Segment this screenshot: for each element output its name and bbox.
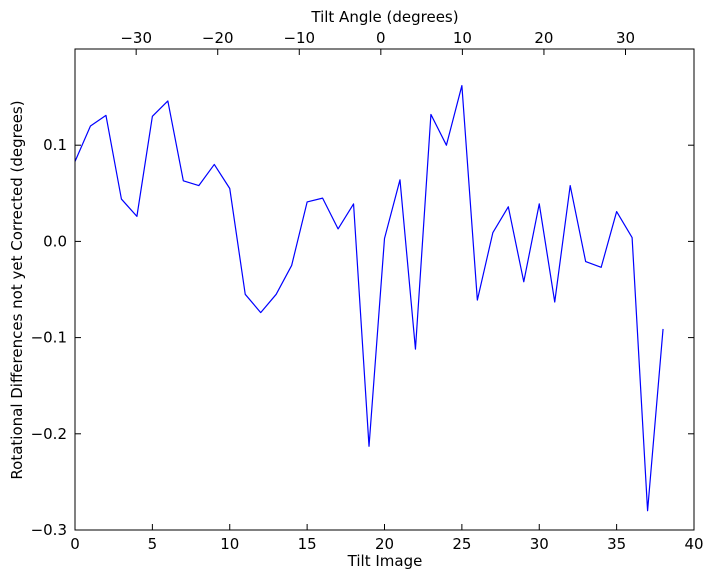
series-line-0 [74, 84, 664, 512]
x-tick-label: 30 [530, 535, 549, 553]
x-tick-label: 10 [220, 535, 239, 553]
y-tick-label: −0.3 [31, 521, 67, 539]
plot-frame [74, 48, 695, 531]
y-tick-label: 0.1 [43, 136, 67, 154]
top-x-tick-label: −30 [120, 29, 152, 47]
x-tick-label: 5 [148, 535, 158, 553]
x-tick-label: 15 [298, 535, 317, 553]
x-tick-label: 20 [375, 535, 394, 553]
y-tick-label: 0.0 [43, 232, 67, 250]
top-x-tick-label: 0 [376, 29, 386, 47]
x-tick-label: 25 [452, 535, 471, 553]
top-x-tick-label: −20 [202, 29, 234, 47]
plot-area [74, 84, 664, 512]
x-tick-label: 40 [684, 535, 703, 553]
y-axis-label: Rotational Differences not yet Corrected… [8, 100, 26, 479]
x-tick-label: 35 [607, 535, 626, 553]
y-tick-label: −0.2 [31, 425, 67, 443]
x-tick-label: 0 [70, 535, 80, 553]
x-axis-label: Tilt Image [347, 552, 423, 570]
top-x-tick-label: 20 [534, 29, 553, 47]
top-x-axis-label: Tilt Angle (degrees) [310, 8, 458, 26]
top-x-tick-label: −10 [283, 29, 315, 47]
y-tick-label: −0.1 [31, 329, 67, 347]
top-x-tick-label: 30 [616, 29, 635, 47]
top-x-tick-label: 10 [453, 29, 472, 47]
axes: 0 5 10 15 20 25 30 35 40 −0.3 −0.2 −0.1 0.0 0.1 −30 −20… [31, 29, 704, 553]
